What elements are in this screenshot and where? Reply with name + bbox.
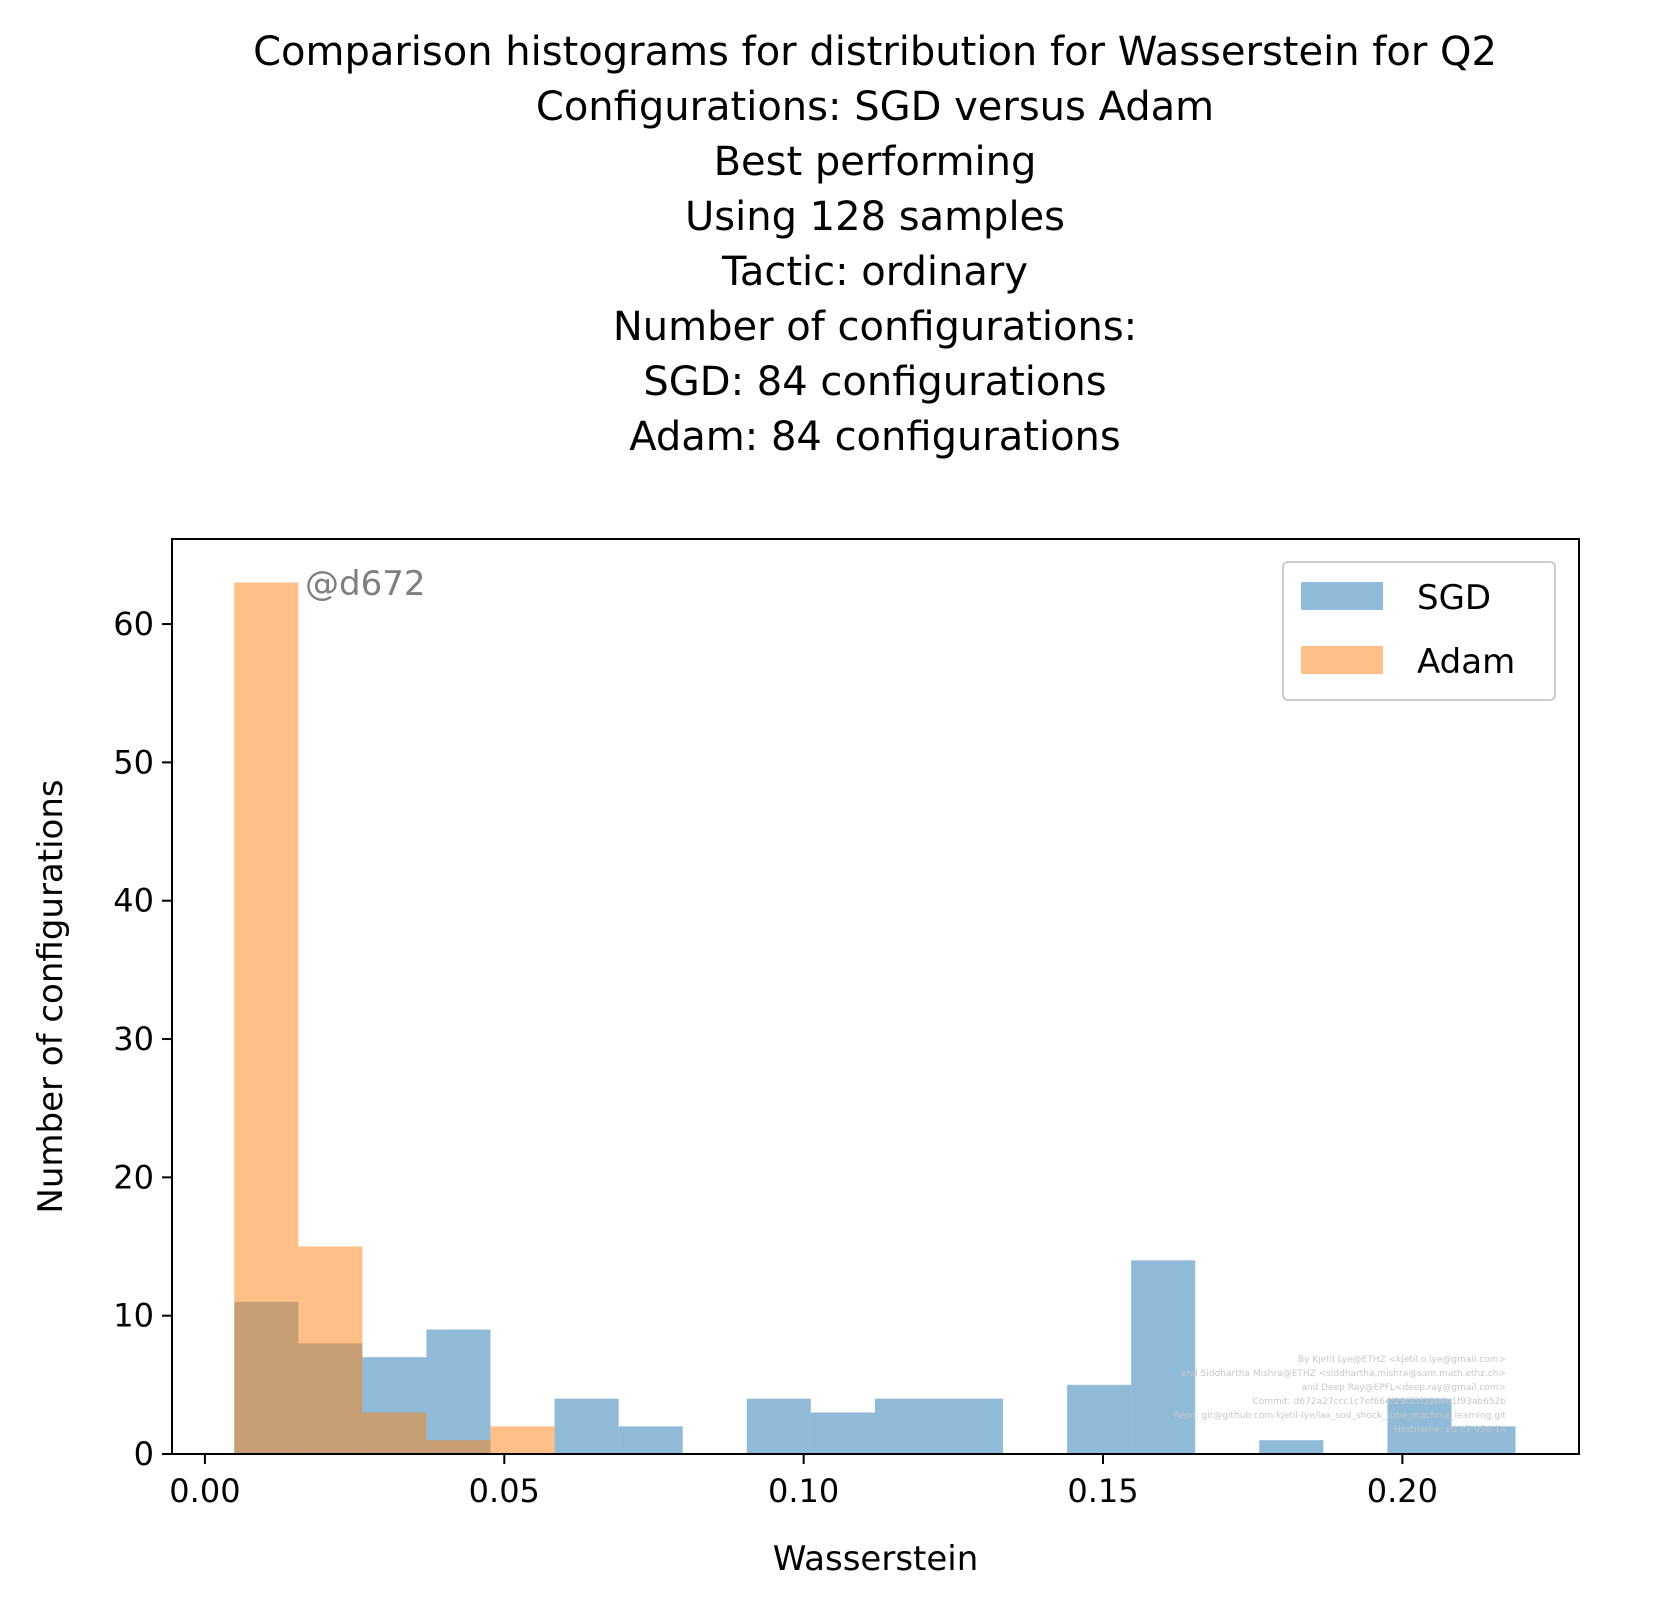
legend-swatch-adam [1301, 646, 1383, 674]
histogram-bar [938, 1398, 1004, 1454]
y-tick-label: 0 [134, 1435, 154, 1473]
histogram-bar [746, 1398, 811, 1454]
y-axis: 0 10 20 30 40 50 60 [113, 605, 172, 1473]
y-tick-label: 40 [113, 882, 154, 920]
plot-area-frame [171, 538, 1580, 1455]
histogram-bar [426, 1440, 491, 1454]
commit-tag-annotation: @d672 [305, 564, 425, 604]
chart-title: Comparison histograms for distribution f… [253, 29, 1497, 460]
title-line: Number of configurations: [613, 304, 1137, 350]
title-line: Configurations: SGD versus Adam [536, 84, 1214, 130]
histogram-bar [1067, 1384, 1132, 1454]
title-line: Comparison histograms for distribution f… [253, 29, 1497, 75]
title-line: Adam: 84 configurations [629, 414, 1121, 460]
histogram-bar [1387, 1398, 1452, 1454]
x-axis: 0.00 0.05 0.10 0.15 0.20 [169, 1454, 1438, 1510]
histogram-bar [1131, 1260, 1196, 1454]
x-tick-label: 0.10 [768, 1472, 839, 1510]
histogram-bar [298, 1246, 363, 1454]
credit-line: By Kjetil Lye@ETHZ <kjetil.o.lye@gmail.c… [1298, 1355, 1506, 1365]
title-line: Using 128 samples [685, 194, 1065, 240]
histogram-bar [362, 1412, 427, 1454]
histogram-bar [874, 1398, 939, 1454]
legend: SGD Adam [1282, 561, 1556, 701]
x-tick-label: 0.05 [469, 1472, 540, 1510]
credit-line: Repo: git@github.com:kjetil-lye/lax_sod_… [1173, 1411, 1506, 1421]
y-tick-label: 10 [113, 1297, 154, 1335]
credit-line: and Deep Ray@EPFL<deep.ray@gmail.com> [1301, 1383, 1506, 1393]
x-tick-label: 0.20 [1367, 1472, 1438, 1510]
title-line: Tactic: ordinary [721, 249, 1028, 295]
x-axis-label: Wasserstein [773, 1539, 979, 1579]
histogram-bar [618, 1426, 683, 1454]
histogram-bar [1451, 1426, 1516, 1454]
y-axis-label: Number of configurations [31, 779, 71, 1213]
histogram-bar [426, 1329, 491, 1454]
legend-label-sgd: SGD [1417, 578, 1491, 618]
credit-line: Hostname: eu-c7-056-14 [1394, 1425, 1506, 1435]
y-tick-label: 50 [113, 743, 154, 781]
legend-label-adam: Adam [1417, 642, 1515, 682]
credit-line: and Siddhartha Mishra@ETHZ <siddhartha.m… [1181, 1369, 1506, 1379]
histogram-bars [234, 582, 1516, 1454]
y-tick-label: 30 [113, 1020, 154, 1058]
histogram-bar [554, 1398, 619, 1454]
histogram-bar [1259, 1440, 1324, 1454]
title-line: SGD: 84 configurations [643, 359, 1106, 405]
histogram-bar [810, 1412, 875, 1454]
histogram-bar [234, 582, 299, 1454]
y-tick-label: 60 [113, 605, 154, 643]
y-tick-label: 20 [113, 1158, 154, 1196]
credit-line: Commit: d672a27ccc1c7ef664f29f55f5806e1f… [1252, 1397, 1506, 1407]
author-credits-watermark: By Kjetil Lye@ETHZ <kjetil.o.lye@gmail.c… [1173, 1355, 1506, 1435]
title-line: Best performing [714, 139, 1037, 185]
x-tick-label: 0.00 [169, 1472, 240, 1510]
series-adam [234, 582, 555, 1454]
x-tick-label: 0.15 [1067, 1472, 1138, 1510]
legend-swatch-sgd [1301, 582, 1383, 610]
histogram-bar [490, 1426, 555, 1454]
